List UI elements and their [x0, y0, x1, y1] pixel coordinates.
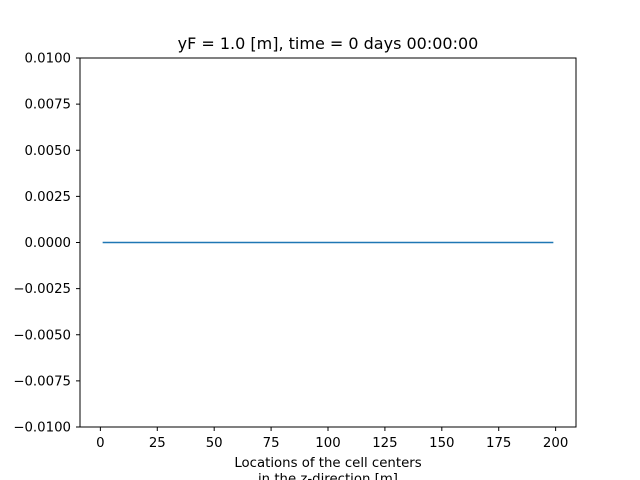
x-tick-label: 100 — [315, 436, 340, 451]
x-tick-label: 0 — [96, 436, 104, 451]
x-tick-label: 200 — [543, 436, 568, 451]
y-tick-label: −0.0100 — [13, 421, 71, 436]
x-tick-label: 50 — [206, 436, 223, 451]
y-tick-label: 0.0025 — [24, 190, 71, 205]
plot-frame — [79, 57, 577, 428]
x-axis-ticks: 0 25 50 75 100 125 150 175 200 — [96, 427, 568, 451]
y-tick-label: −0.0050 — [13, 328, 71, 343]
y-tick-label: 0.0100 — [24, 52, 71, 67]
y-tick-label: 0.0050 — [24, 144, 71, 159]
y-tick-label: −0.0025 — [13, 282, 71, 297]
y-tick-label: 0.0000 — [24, 236, 71, 251]
x-tick-label: 125 — [372, 436, 397, 451]
y-tick-label: 0.0075 — [24, 98, 71, 113]
x-axis-label-line-2: in the z-direction [m] — [258, 472, 398, 480]
y-tick-label: −0.0075 — [13, 374, 71, 389]
x-axis-label-line-1: Locations of the cell centers — [234, 456, 421, 471]
chart-title: yF = 1.0 [m], time = 0 days 00:00:00 — [178, 34, 479, 53]
x-tick-label: 150 — [429, 436, 454, 451]
x-tick-label: 75 — [263, 436, 280, 451]
y-axis-ticks: −0.0100 −0.0075 −0.0050 −0.0025 0.0000 0.0025… — [13, 52, 80, 436]
x-tick-label: 175 — [486, 436, 511, 451]
x-tick-label: 25 — [149, 436, 166, 451]
